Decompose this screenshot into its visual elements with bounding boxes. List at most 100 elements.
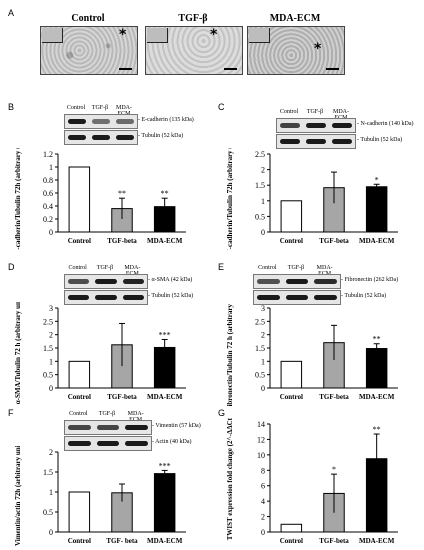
micrograph-tgf: * xyxy=(145,26,243,75)
western-blot-strip xyxy=(64,114,138,129)
blot-band xyxy=(314,294,337,300)
x-tick-label: MDA-ECM xyxy=(147,537,183,545)
blot-band xyxy=(257,278,280,284)
western-blot-strip xyxy=(253,274,341,289)
blot-band xyxy=(68,424,91,430)
blot-row-label: - Actin (40 kDa) xyxy=(152,439,192,445)
bar xyxy=(280,523,303,533)
y-tick-label: 0.2 xyxy=(43,215,53,224)
y-tick-label: 0 xyxy=(49,528,53,537)
y-tick-label: 1.5 xyxy=(255,181,265,190)
y-tick-label: 2 xyxy=(49,448,53,457)
blot-band xyxy=(285,278,309,284)
x-tick-label: Control xyxy=(68,393,91,401)
bar-chart-g: TWIST expression fold change (2^-ΔΔCt) 0 2… xyxy=(226,418,398,545)
bar xyxy=(365,348,388,389)
blot-band xyxy=(96,424,120,430)
blot-lane-label: TGF-β xyxy=(91,105,109,111)
y-tick-label: 1.5 xyxy=(255,344,265,353)
x-tick-label: Control xyxy=(280,537,303,545)
y-tick-label: 1.2 xyxy=(43,150,53,159)
y-tick-label: 0.6 xyxy=(43,189,53,198)
blot-band xyxy=(332,138,352,144)
blot-band xyxy=(68,440,91,446)
y-tick-label: 3 xyxy=(49,304,53,313)
bar xyxy=(68,360,91,389)
significance-marker: ** xyxy=(373,425,381,434)
significance-marker: * xyxy=(332,465,336,474)
bar-chart-f: Vimentin/actin 72h (arbitrary units) 0 0.5… xyxy=(14,446,186,546)
blot-band xyxy=(280,138,300,144)
blot-lane-label: TGF-β xyxy=(98,411,116,417)
y-tick-label: 1 xyxy=(49,163,53,172)
blot-band xyxy=(285,294,309,300)
micrograph-inset xyxy=(147,28,168,43)
blot-lane-label: Control xyxy=(279,109,299,115)
bar xyxy=(68,491,91,533)
blot-band xyxy=(314,278,337,284)
significance-marker: ** xyxy=(373,335,381,344)
significance-marker: * xyxy=(375,175,379,184)
y-tick-label: 1 xyxy=(261,357,265,366)
y-tick-label: 1 xyxy=(261,197,265,206)
panel-label-e: E xyxy=(218,262,225,272)
panel-label-g: G xyxy=(218,408,226,418)
y-axis-label: Fibronectin/Tubulin 72 h (arbitrary unit… xyxy=(226,302,234,406)
star-marker: * xyxy=(119,27,127,43)
x-tick-label: Control xyxy=(68,537,91,545)
y-tick-label: 6 xyxy=(261,482,265,491)
blot-lane-label: TGF-β xyxy=(287,265,305,271)
star-marker: * xyxy=(210,27,218,43)
blot-band xyxy=(92,118,110,124)
y-axis-label: TWIST expression fold change (2^-ΔΔCt) xyxy=(226,418,234,540)
blot-band xyxy=(122,278,144,284)
y-tick-label: 4 xyxy=(261,497,265,506)
x-tick-label: Control xyxy=(280,237,303,245)
bar xyxy=(153,473,176,533)
blot-row-label: - Tubulin (52 kDa) xyxy=(138,133,184,139)
blot-lane-label: Control xyxy=(258,265,277,271)
significance-marker: ** xyxy=(161,189,169,198)
x-tick-label: MDA-ECM xyxy=(147,393,183,401)
y-tick-label: 2 xyxy=(261,513,265,522)
y-axis-label: N-cadherin/Tubulin 72h (arbitrary units) xyxy=(226,148,234,250)
y-tick-label: 1.5 xyxy=(43,468,53,477)
y-tick-label: 0.5 xyxy=(255,212,265,221)
blot-band xyxy=(116,134,134,140)
y-tick-label: 2.5 xyxy=(255,317,265,326)
blot-band xyxy=(95,294,117,300)
blot-row-label: - E-cadherin (135 kDa) xyxy=(138,117,194,123)
blot-band xyxy=(68,278,90,284)
blot-row-label: - Tubulin (52 kDa) xyxy=(341,293,387,299)
bar-chart-c: N-cadherin/Tubulin 72h (arbitrary units)… xyxy=(226,148,398,250)
scale-bar xyxy=(326,68,339,70)
y-tick-label: 2.5 xyxy=(43,317,53,326)
x-tick-label: TGF-beta xyxy=(319,393,349,401)
x-tick-label: MDA-ECM xyxy=(359,237,395,245)
y-tick-label: 0 xyxy=(49,228,53,237)
blot-band xyxy=(95,278,117,284)
scale-bar xyxy=(224,68,237,70)
significance-marker: *** xyxy=(159,330,171,339)
micrograph-mda: * xyxy=(247,26,345,75)
x-tick-label: TGF-beta xyxy=(319,237,349,245)
x-tick-label: TGF-beta xyxy=(107,393,137,401)
y-tick-label: 3 xyxy=(261,304,265,313)
x-tick-label: TGF- beta xyxy=(106,537,138,545)
blot-band xyxy=(116,118,134,124)
blot-lane-label: TGF-β xyxy=(96,265,114,271)
blot-lane-label: Control xyxy=(69,411,88,417)
y-tick-label: 0.4 xyxy=(43,202,53,211)
blot-band xyxy=(257,294,280,300)
micrograph-inset xyxy=(249,28,270,43)
y-tick-label: 0.5 xyxy=(255,371,265,380)
western-blot-strip xyxy=(276,118,356,133)
bar-chart-e: Fibronectin/Tubulin 72 h (arbitrary unit… xyxy=(226,302,398,406)
bar xyxy=(68,166,91,233)
panel-label-c: C xyxy=(218,102,225,112)
x-tick-label: MDA-ECM xyxy=(359,393,395,401)
significance-marker: *** xyxy=(159,461,171,470)
bar xyxy=(280,200,303,233)
y-tick-label: 0.8 xyxy=(43,176,53,185)
x-tick-label: TGF-beta xyxy=(107,237,137,245)
